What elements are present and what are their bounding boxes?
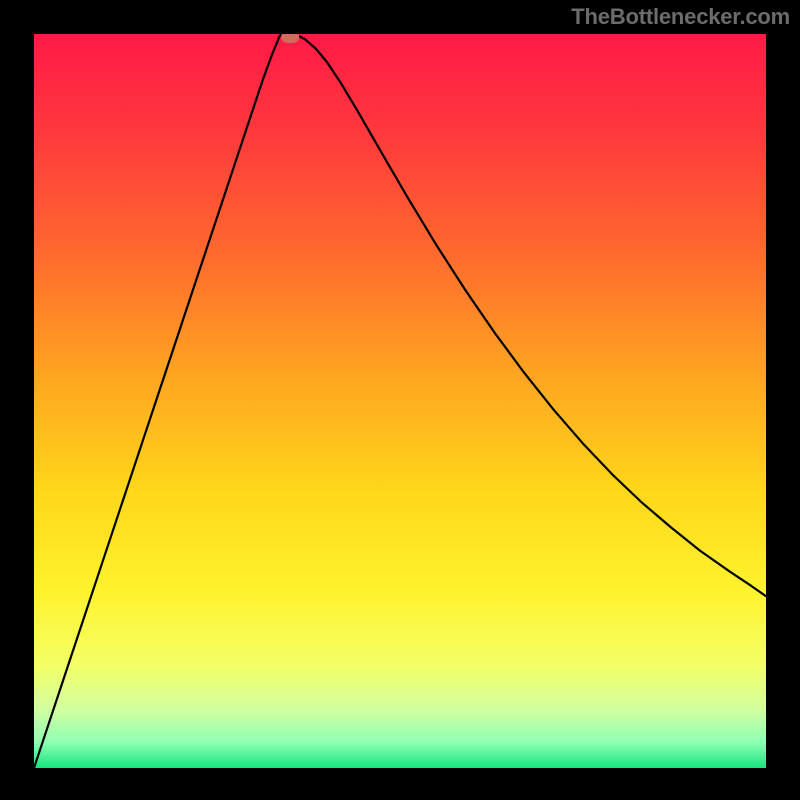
chart-frame: TheBottlenecker.com [0, 0, 800, 800]
optimal-marker [281, 34, 299, 43]
chart-svg-layer [34, 34, 766, 768]
plot-area [34, 34, 766, 768]
bottleneck-curve [34, 34, 766, 768]
watermark-text: TheBottlenecker.com [571, 4, 790, 30]
